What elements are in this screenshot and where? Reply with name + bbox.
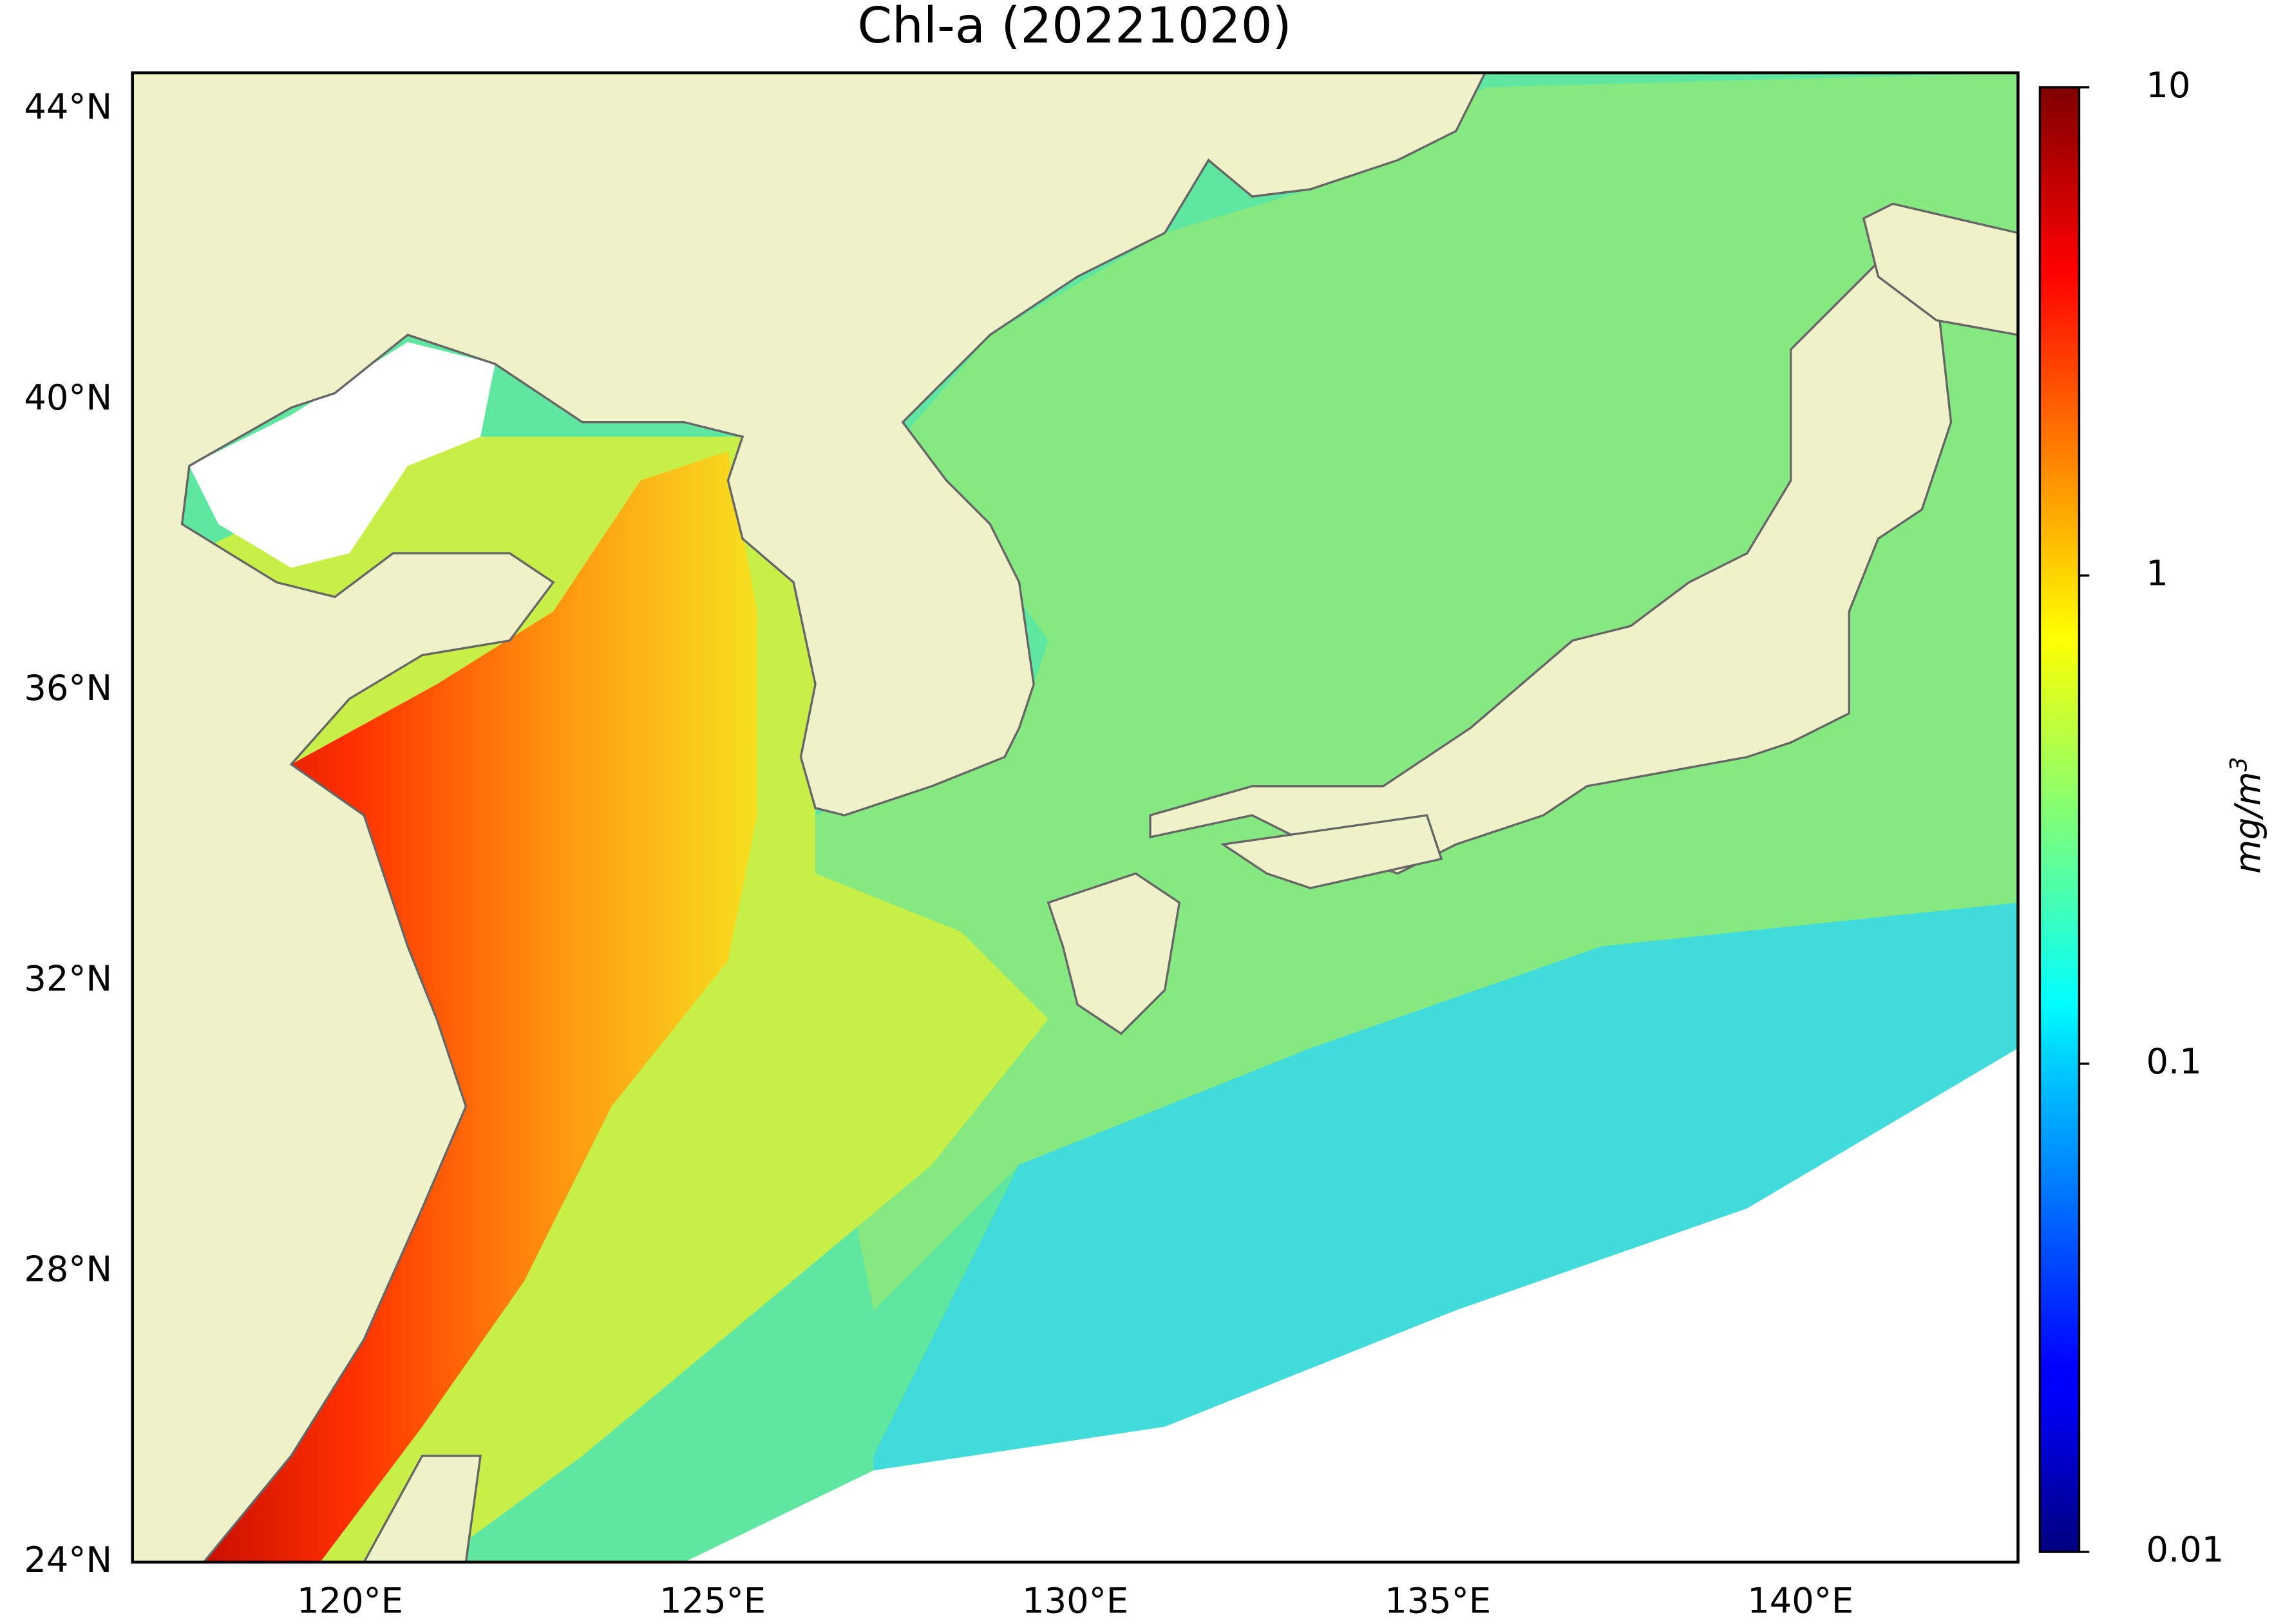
x-tick-label: 130°E (1022, 1580, 1128, 1621)
x-tick-label: 135°E (1385, 1580, 1491, 1621)
colorbar-tick-label: 1 (2146, 553, 2168, 594)
colorbar-tick-label: 10 (2146, 65, 2190, 106)
y-tick-label: 28°N (24, 1249, 112, 1290)
colorbar-tick-label: 0.01 (2146, 1529, 2224, 1570)
colorbar: 0.01 0.1 1 10 mg/m3 (2038, 65, 2268, 1570)
cloud (684, 1048, 2018, 1562)
x-axis: 120°E 125°E 130°E 135°E 140°E (297, 1580, 1853, 1621)
y-tick-label: 36°N (24, 668, 112, 708)
map-frame (131, 71, 2020, 1564)
y-tick-label: 40°N (24, 377, 112, 418)
x-tick-label: 125°E (659, 1580, 766, 1621)
colorbar-gradient (2038, 86, 2081, 1553)
x-tick-label: 120°E (297, 1580, 403, 1621)
y-axis: 24°N 28°N 32°N 36°N 40°N 44°N (24, 87, 112, 1580)
y-tick-label: 44°N (24, 87, 112, 127)
y-tick-label: 24°N (24, 1540, 112, 1580)
land (132, 73, 2018, 1562)
colorbar-label: mg/m3 (2224, 757, 2268, 873)
colorbar-unit-exponent: 3 (2224, 757, 2252, 771)
map-area (132, 73, 2018, 1562)
colorbar-tick-label: 0.1 (2146, 1041, 2201, 1082)
cloud (189, 342, 495, 568)
map-title: Chl-a (20221020) (857, 0, 1291, 55)
y-tick-label: 32°N (24, 958, 112, 999)
x-tick-label: 140°E (1747, 1580, 1853, 1621)
colorbar-unit: mg/m (2228, 771, 2268, 873)
